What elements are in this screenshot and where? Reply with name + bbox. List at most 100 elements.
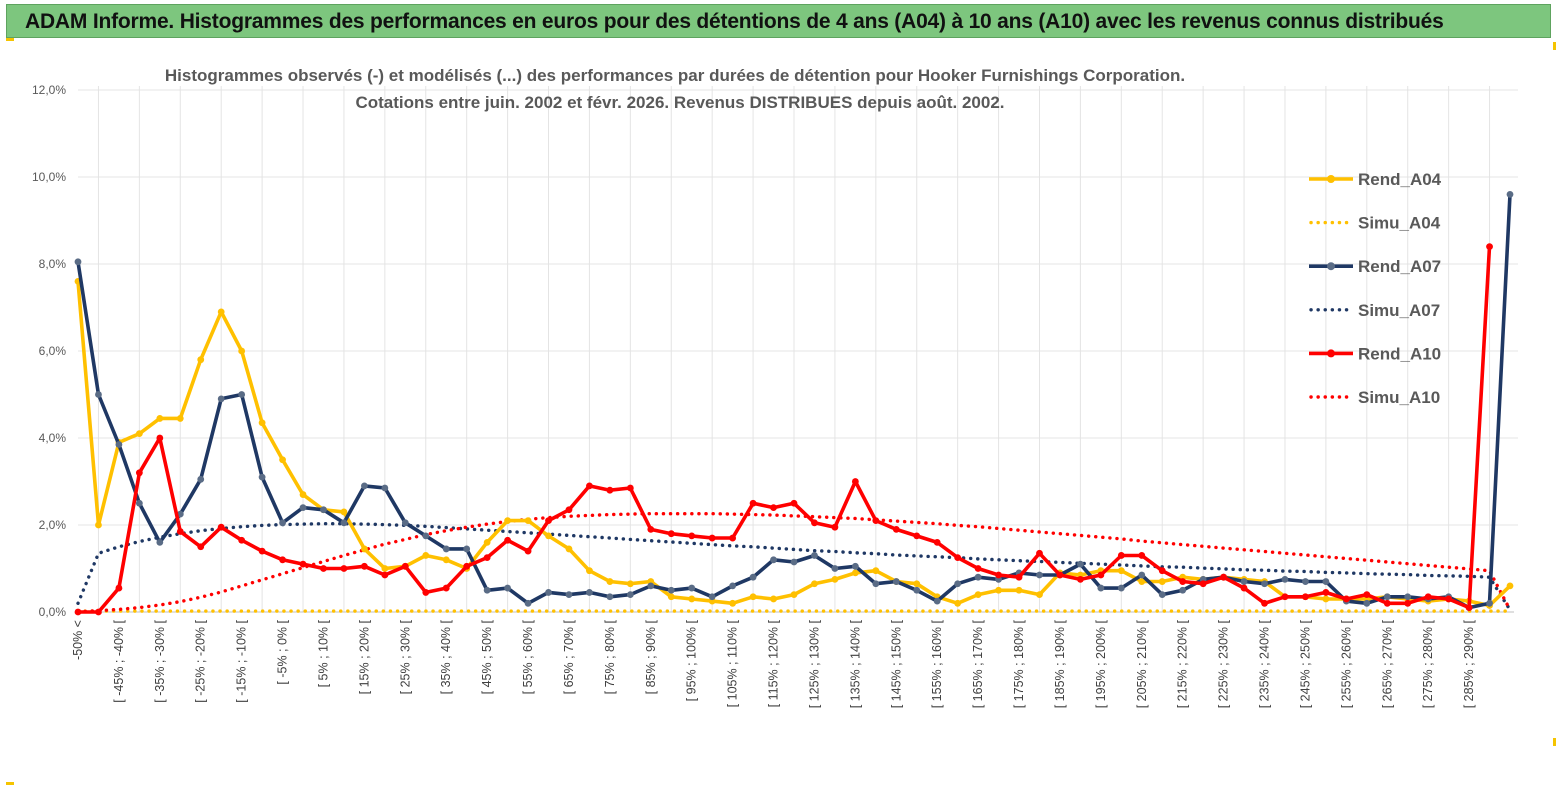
point-rend-a07: [913, 586, 921, 594]
point-rend-a07: [811, 552, 818, 559]
x-tick-label: [ 95% ; 100% [: [685, 619, 699, 701]
point-rend-a10: [238, 536, 246, 544]
point-rend-a07: [1138, 571, 1146, 579]
point-rend-a07: [1404, 593, 1412, 601]
x-tick-label: [ -15% ; -10% [: [235, 619, 249, 702]
point-rend-a07: [340, 519, 348, 527]
point-rend-a07: [1077, 560, 1084, 568]
point-rend-a07: [258, 473, 266, 481]
point-rend-a07: [790, 558, 798, 566]
legend-label-simu-a04: Simu_A04: [1358, 214, 1441, 233]
point-rend-a07: [831, 565, 839, 572]
point-rend-a10: [115, 584, 123, 592]
point-rend-a07: [279, 519, 286, 527]
point-rend-a10: [1363, 591, 1371, 598]
x-tick-label: [ 265% ; 270% [: [1380, 619, 1394, 708]
point-rend-a04: [176, 415, 184, 422]
point-rend-a07: [95, 391, 102, 398]
point-rend-a10: [1015, 573, 1023, 581]
point-rend-a10: [197, 543, 205, 551]
point-rend-a10: [1199, 580, 1207, 588]
frame-corner-top-left: [6, 38, 14, 41]
x-tick-label: [ 255% ; 260% [: [1339, 619, 1353, 708]
point-rend-a10: [647, 525, 655, 533]
point-rend-a10: [749, 499, 757, 507]
y-tick-label: 0,0%: [39, 605, 67, 619]
point-rend-a04: [1158, 578, 1166, 585]
point-rend-a04: [95, 521, 102, 529]
x-tick-label: [ 125% ; 130% [: [807, 619, 821, 708]
point-rend-a10: [913, 532, 921, 540]
point-rend-a04: [442, 556, 450, 564]
point-rend-a10: [258, 547, 266, 555]
point-rend-a07: [626, 591, 634, 598]
point-rend-a04: [197, 356, 205, 364]
point-rend-a10: [851, 478, 859, 485]
point-rend-a04: [790, 591, 798, 598]
point-rend-a10: [586, 482, 593, 490]
point-rend-a10: [1424, 593, 1432, 601]
point-rend-a07: [320, 506, 327, 514]
point-rend-a04: [504, 517, 511, 525]
point-rend-a04: [1322, 595, 1330, 603]
point-rend-a07: [156, 539, 164, 546]
point-rend-a04: [995, 586, 1002, 594]
point-rend-a10: [1281, 593, 1289, 601]
point-rend-a07: [1383, 593, 1391, 601]
chart-subtitle: Cotations entre juin. 2002 et févr. 2026…: [355, 93, 1004, 112]
series-line-simu-a10: [76, 512, 1512, 614]
point-rend-a04: [217, 308, 225, 316]
point-rend-a10: [565, 506, 573, 514]
point-rend-a10: [995, 571, 1002, 579]
point-rend-a10: [504, 536, 511, 544]
frame-corner-right-bottom: [1553, 738, 1556, 746]
point-rend-a04: [1117, 567, 1125, 575]
point-rend-a04: [156, 415, 164, 422]
point-rend-a10: [340, 565, 348, 572]
point-rend-a04: [606, 578, 614, 585]
y-tick-label: 8,0%: [39, 257, 67, 271]
x-tick-label: [ 65% ; 70% [: [562, 619, 576, 694]
point-rend-a07: [135, 499, 143, 507]
point-rend-a10: [626, 484, 634, 492]
point-rend-a07: [1506, 191, 1514, 198]
x-tick-label: [ 165% ; 170% [: [971, 619, 985, 708]
point-rend-a10: [872, 517, 880, 525]
x-tick-label: [ 155% ; 160% [: [930, 619, 944, 708]
x-tick-label: [ 235% ; 240% [: [1258, 619, 1272, 708]
point-rend-a10: [524, 547, 532, 555]
x-tick-label: [ 175% ; 180% [: [1012, 619, 1026, 708]
point-rend-a10: [1342, 595, 1350, 603]
point-rend-a07: [115, 441, 123, 448]
point-rend-a10: [811, 519, 818, 527]
point-rend-a07: [667, 586, 675, 594]
point-rend-a04: [667, 593, 675, 601]
point-rend-a04: [586, 567, 593, 575]
point-rend-a10: [1486, 243, 1493, 251]
point-rend-a10: [1465, 604, 1473, 612]
point-rend-a07: [586, 589, 593, 596]
point-rend-a07: [381, 484, 389, 492]
point-rend-a10: [401, 562, 409, 570]
point-rend-a04: [811, 580, 818, 588]
point-rend-a07: [974, 573, 982, 581]
point-rend-a10: [1302, 593, 1309, 601]
point-rend-a07: [442, 545, 450, 553]
legend-marker-rend-a07: [1327, 262, 1335, 271]
point-rend-a10: [442, 584, 450, 592]
point-rend-a04: [974, 591, 982, 598]
point-rend-a10: [1220, 573, 1227, 581]
point-rend-a10: [483, 554, 491, 562]
series-line-simu-a07: [76, 522, 1512, 612]
point-rend-a04: [299, 491, 307, 498]
legend-marker-rend-a10: [1327, 349, 1335, 358]
report-banner: ADAM Informe. Histogrammes des performan…: [6, 4, 1551, 38]
point-rend-a10: [688, 532, 696, 540]
y-tick-label: 12,0%: [32, 83, 66, 97]
x-tick-label: [ -5% ; 0% [: [276, 619, 290, 684]
point-rend-a07: [1179, 586, 1187, 594]
point-rend-a10: [135, 469, 143, 477]
point-rend-a10: [320, 565, 327, 572]
x-tick-label: [ 75% ; 80% [: [603, 619, 617, 694]
